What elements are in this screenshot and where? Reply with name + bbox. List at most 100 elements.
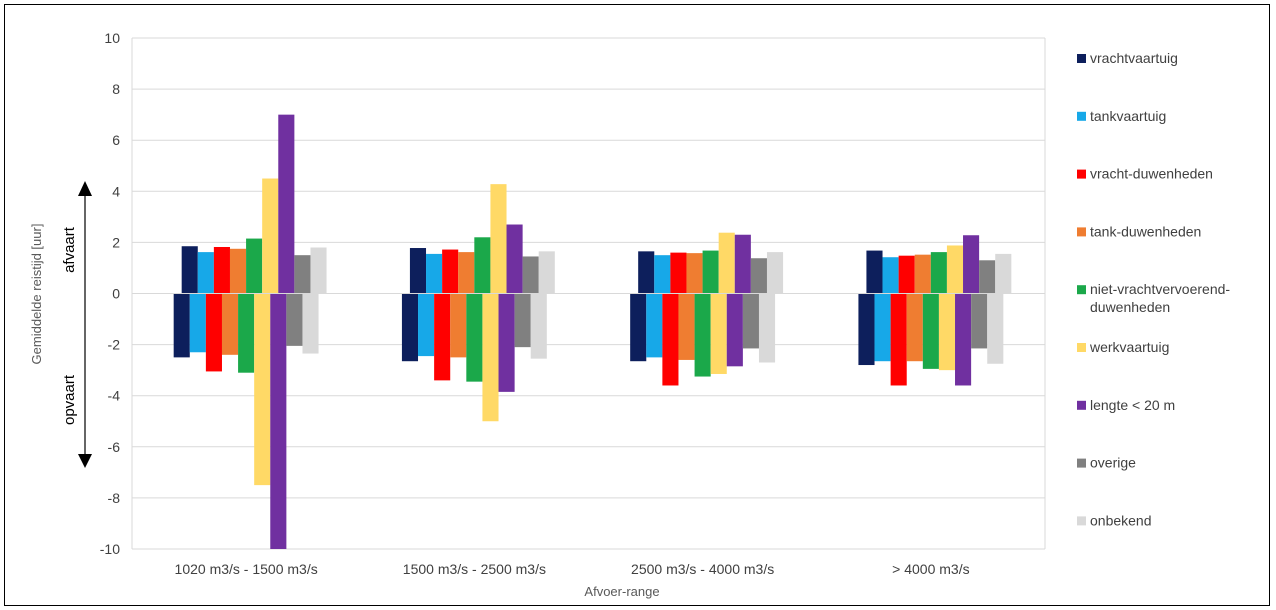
bar-afvaart [670, 252, 687, 294]
bar-opvaart [205, 293, 222, 372]
bar-opvaart [498, 293, 515, 392]
bar-afvaart [898, 255, 915, 294]
bar-afvaart [750, 258, 767, 294]
legend-label: niet-vrachtvervoerend-duwenheden [1090, 281, 1230, 315]
bar-afvaart [294, 255, 311, 294]
afvaart-label: afvaart [61, 226, 78, 273]
bar-opvaart [630, 293, 647, 362]
x-axis-title: Afvoer-range [584, 584, 659, 599]
y-tick-label: 2 [112, 234, 120, 250]
opvaart-label: opvaart [61, 374, 78, 425]
bar-afvaart [474, 237, 491, 294]
bar-afvaart [458, 252, 475, 294]
bar-opvaart [221, 293, 239, 355]
x-tick-label: 1500 m3/s - 2500 m3/s [403, 561, 546, 577]
bar-opvaart [890, 293, 907, 386]
bar-afvaart [197, 252, 214, 294]
bars [173, 114, 1012, 549]
bar-afvaart [538, 251, 555, 294]
x-tick-label: > 4000 m3/s [892, 561, 969, 577]
bar-afvaart [766, 252, 784, 294]
y-tick-label: 0 [112, 286, 120, 302]
legend-label: onbekend [1090, 512, 1152, 528]
legend-label: tankvaartuig [1090, 108, 1166, 124]
bar-opvaart [971, 293, 988, 349]
bar-afvaart [995, 253, 1012, 294]
legend-label: vrachtvaartuig [1090, 50, 1178, 66]
bar-afvaart [522, 256, 539, 294]
y-tick-label: 4 [112, 183, 120, 199]
x-tick-label: 2500 m3/s - 4000 m3/s [631, 561, 774, 577]
legend-swatch [1077, 516, 1086, 526]
y-tick-label: -2 [108, 337, 121, 353]
bar-opvaart [938, 293, 956, 371]
axes [131, 38, 1046, 549]
bar-afvaart [963, 235, 980, 294]
y-axis-title: Gemiddelde reistijd [uur] [29, 224, 44, 365]
bar-opvaart [418, 293, 435, 357]
bar-afvaart [914, 254, 931, 294]
legend: vrachtvaartuig tankvaartuig vracht-duwenhe… [1077, 50, 1230, 528]
bar-opvaart [302, 293, 319, 354]
legend-swatch [1077, 285, 1086, 295]
bar-afvaart [506, 224, 523, 294]
bar-opvaart [710, 293, 727, 374]
bar-afvaart [930, 252, 947, 294]
bar-opvaart [286, 293, 303, 346]
legend-label: werkvaartuig [1089, 339, 1169, 355]
bar-afvaart [278, 114, 295, 294]
bar-opvaart [922, 293, 939, 369]
bar-opvaart [466, 293, 483, 382]
bar-afvaart [946, 245, 964, 294]
bar-opvaart [270, 293, 287, 549]
bar-afvaart [638, 251, 655, 294]
legend-swatch [1077, 400, 1086, 410]
legend-label: lengte < 20 m [1090, 397, 1175, 413]
bar-opvaart [173, 293, 190, 358]
bar-afvaart [426, 253, 443, 294]
bar-opvaart [678, 293, 695, 360]
bar-afvaart [409, 248, 427, 294]
bar-afvaart [262, 178, 279, 294]
bar-afvaart [181, 246, 198, 294]
bar-afvaart [702, 250, 719, 294]
bar-opvaart [401, 293, 419, 362]
arrow-up-icon [78, 181, 92, 196]
arrow-down-icon [78, 454, 92, 468]
bar-opvaart [955, 293, 972, 386]
bar-opvaart [530, 293, 547, 359]
direction-indicator: afvaart opvaart [61, 181, 92, 468]
bar-afvaart [718, 232, 735, 294]
legend-label: overige [1090, 455, 1136, 471]
bar-afvaart [442, 249, 459, 294]
bar-opvaart [434, 293, 451, 381]
legend-swatch [1077, 343, 1086, 352]
bar-opvaart [758, 293, 776, 363]
y-tick-label: -4 [108, 388, 121, 404]
bar-opvaart [987, 293, 1004, 364]
bar-afvaart [686, 253, 703, 294]
legend-label: vracht-duwenheden [1090, 166, 1213, 182]
bar-opvaart [450, 293, 467, 358]
y-tick-label: -8 [108, 490, 121, 506]
legend-swatch [1077, 111, 1086, 121]
bar-afvaart [213, 246, 230, 294]
bar-opvaart [238, 293, 255, 373]
bar-afvaart [654, 255, 671, 294]
bar-afvaart [229, 248, 247, 294]
bar-opvaart [482, 293, 499, 422]
legend-label: tank-duwenheden [1090, 223, 1201, 239]
bar-opvaart [646, 293, 663, 358]
bar-opvaart [662, 293, 679, 386]
y-tick-label: -6 [108, 439, 121, 455]
bar-opvaart [874, 293, 891, 362]
bar-afvaart [310, 247, 327, 294]
y-tick-label: 6 [112, 132, 120, 148]
tick-labels: 10 8 6 4 2 0 -2 -4 -6 -8 -10 1020 m3/s - 1500 m3/s 1… [100, 30, 970, 577]
bar-opvaart [858, 293, 875, 366]
legend-swatch [1077, 169, 1086, 179]
bar-afvaart [979, 260, 996, 294]
bar-afvaart [866, 250, 883, 294]
bar-opvaart [514, 293, 531, 348]
